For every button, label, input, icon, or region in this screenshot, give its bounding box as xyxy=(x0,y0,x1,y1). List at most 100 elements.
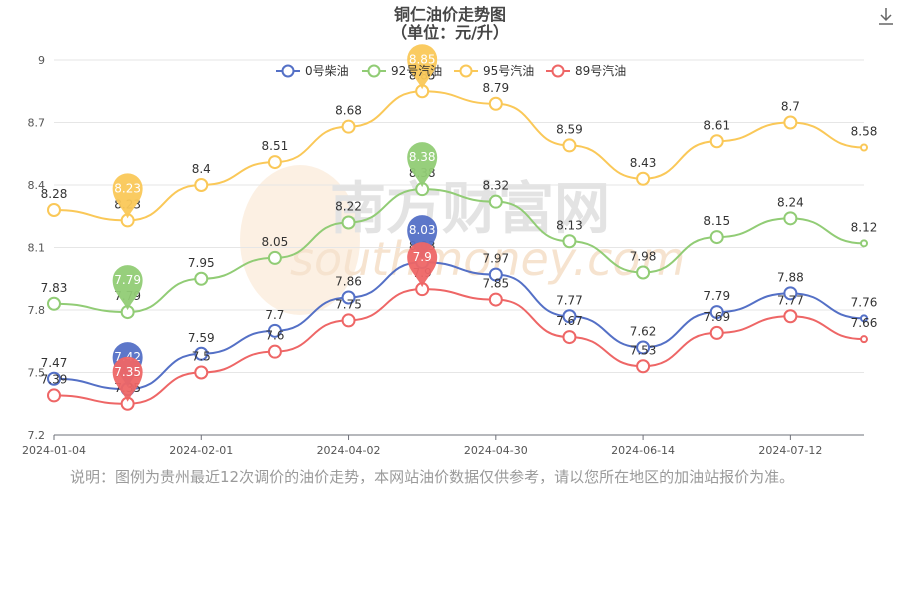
legend-label: 0号柴油 xyxy=(305,64,349,78)
x-axis: 2024-01-04 2024-02-01 2024-04-02 2024-04-30… xyxy=(22,434,864,457)
data-point[interactable] xyxy=(783,309,798,324)
data-point[interactable] xyxy=(709,305,724,320)
data-point[interactable] xyxy=(194,365,209,380)
data-label: 7.47 xyxy=(41,356,68,370)
data-point[interactable] xyxy=(860,239,868,248)
data-point[interactable] xyxy=(341,313,356,328)
data-label: 8.12 xyxy=(851,220,878,234)
pin-marker: 7.79 xyxy=(112,265,143,311)
data-point[interactable] xyxy=(194,178,209,192)
data-point[interactable] xyxy=(341,215,356,230)
legend-item[interactable]: 92号汽油 xyxy=(362,63,442,78)
data-point[interactable] xyxy=(488,267,503,282)
data-point[interactable] xyxy=(47,296,61,311)
data-point[interactable] xyxy=(562,330,577,345)
data-point[interactable] xyxy=(636,359,651,374)
x-tick-label: 2024-07-12 xyxy=(758,444,822,457)
legend-label: 92号汽油 xyxy=(391,63,442,78)
data-label: 8.24 xyxy=(777,195,804,209)
legend-marker xyxy=(281,64,295,78)
data-label: 7.59 xyxy=(188,331,215,345)
chart-subtitle: （单位：元/升） xyxy=(391,23,509,42)
x-tick-label: 2024-06-14 xyxy=(611,444,675,457)
data-label: 7.95 xyxy=(188,256,215,270)
data-point[interactable] xyxy=(194,271,209,286)
pin-marker: 8.03 xyxy=(407,215,438,261)
data-label: 8.68 xyxy=(335,104,362,118)
data-label: 7.39 xyxy=(41,372,68,386)
data-point[interactable] xyxy=(488,194,503,209)
data-label: 8.05 xyxy=(262,235,289,249)
data-label: 7.7 xyxy=(265,308,284,322)
data-point[interactable] xyxy=(267,250,282,265)
legend-label: 95号汽油 xyxy=(483,63,534,78)
data-point[interactable] xyxy=(860,143,868,152)
pin-layer: 8.037.428.387.798.858.237.97.35 xyxy=(112,44,438,402)
data-label: 8.58 xyxy=(851,125,878,139)
x-tick-label: 2024-01-04 xyxy=(22,444,86,457)
watermark-logo xyxy=(240,165,360,315)
data-point[interactable] xyxy=(709,230,724,245)
chart-title: 铜仁油价走势图 xyxy=(394,5,506,24)
data-label: 7.98 xyxy=(630,250,657,264)
watermark-text: 南方财富网 xyxy=(330,177,610,242)
pin-marker: 8.38 xyxy=(407,142,438,188)
data-point[interactable] xyxy=(783,115,798,130)
data-point[interactable] xyxy=(488,292,503,307)
data-label: 8.28 xyxy=(41,187,68,201)
data-point[interactable] xyxy=(341,119,356,134)
data-point[interactable] xyxy=(267,344,282,359)
x-tick-label: 2024-04-02 xyxy=(317,444,381,457)
data-point[interactable] xyxy=(860,314,868,323)
data-label: 7.75 xyxy=(335,297,362,311)
data-point[interactable] xyxy=(341,290,356,305)
data-label: 7.83 xyxy=(41,281,68,295)
pin-label: 8.85 xyxy=(409,52,436,66)
pin-shape xyxy=(407,242,438,288)
data-label: 8.79 xyxy=(482,81,509,95)
data-point[interactable] xyxy=(636,340,651,355)
data-point[interactable] xyxy=(709,134,724,149)
legend-marker xyxy=(459,64,473,78)
data-point[interactable] xyxy=(636,265,651,280)
data-label: 7.76 xyxy=(851,295,878,309)
data-point[interactable] xyxy=(783,286,798,301)
series-3: 7.397.357.57.67.757.97.857.677.537.697.7… xyxy=(41,266,878,411)
legend-item[interactable]: 89号汽油 xyxy=(546,63,626,78)
pin-shape xyxy=(407,142,438,188)
y-tick-label: 7.2 xyxy=(28,429,46,442)
data-label: 7.77 xyxy=(777,293,804,307)
data-point[interactable] xyxy=(709,325,724,340)
x-tick-label: 2024-02-01 xyxy=(169,444,233,457)
legend-item[interactable]: 0号柴油 xyxy=(276,64,349,78)
data-label: 8.13 xyxy=(556,218,583,232)
pin-shape xyxy=(112,265,143,311)
data-point[interactable] xyxy=(47,371,61,386)
data-label: 8.43 xyxy=(630,156,657,170)
data-point[interactable] xyxy=(47,203,61,217)
data-label: 7.53 xyxy=(630,343,657,357)
data-point[interactable] xyxy=(562,138,577,153)
data-point[interactable] xyxy=(562,234,577,249)
data-point[interactable] xyxy=(47,388,61,403)
legend-item[interactable]: 95号汽油 xyxy=(454,63,534,78)
data-point[interactable] xyxy=(860,335,868,344)
data-point[interactable] xyxy=(194,346,209,361)
y-tick-label: 8.4 xyxy=(28,179,46,192)
data-point[interactable] xyxy=(783,211,798,226)
data-label: 7.62 xyxy=(630,325,657,339)
data-point[interactable] xyxy=(636,171,651,186)
legend-label: 89号汽油 xyxy=(575,63,626,78)
data-label: 7.66 xyxy=(851,316,878,330)
pin-label: 7.9 xyxy=(413,250,432,264)
data-point[interactable] xyxy=(267,155,282,170)
pin-marker: 7.9 xyxy=(407,242,438,288)
data-point[interactable] xyxy=(488,96,503,111)
legend[interactable]: 0号柴油 92号汽油 95号汽油 89号汽油 xyxy=(276,63,626,78)
download-icon[interactable] xyxy=(879,8,893,25)
data-point[interactable] xyxy=(267,323,282,338)
data-point[interactable] xyxy=(562,309,577,324)
data-label: 7.79 xyxy=(703,289,730,303)
series-2: 8.288.238.48.518.688.858.798.598.438.618… xyxy=(41,68,878,228)
